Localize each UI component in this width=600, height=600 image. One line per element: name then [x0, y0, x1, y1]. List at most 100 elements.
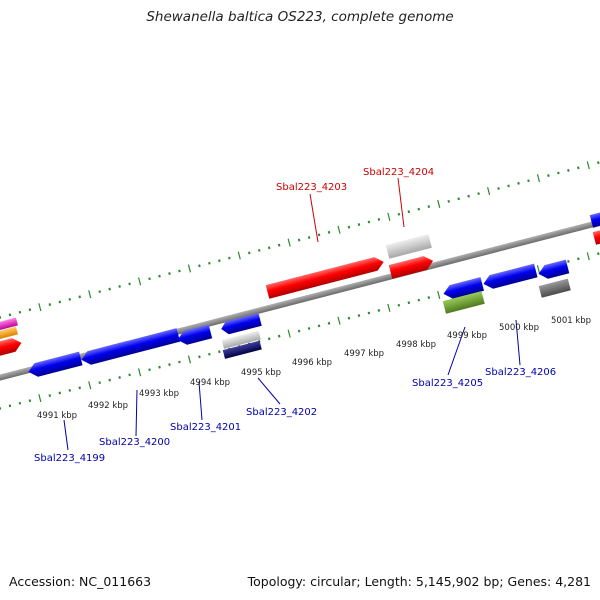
gene-dark-gray [538, 278, 571, 298]
scale-label: 4999 kbp [447, 331, 487, 341]
gene-sbal223-4206[interactable] [482, 263, 538, 291]
minor-tick [257, 248, 261, 252]
minor-tick [208, 352, 211, 356]
minor-tick [557, 171, 560, 175]
minor-tick [417, 298, 421, 302]
gene-sbal223-4200[interactable] [80, 328, 181, 367]
minor-tick [297, 329, 301, 333]
minor-tick [307, 327, 311, 330]
major-tick [487, 187, 491, 196]
minor-tick [58, 391, 62, 395]
minor-tick [427, 205, 431, 208]
scale-label: 4996 kbp [292, 358, 332, 368]
minor-tick [377, 218, 381, 221]
scale-label: 4995 kbp [241, 368, 281, 378]
minor-tick [198, 264, 201, 268]
gene-edge-red-top-right [592, 229, 600, 245]
scale-label: 4992 kbp [88, 401, 128, 411]
minor-tick [297, 238, 301, 242]
minor-tick [597, 252, 600, 256]
major-tick [88, 290, 92, 299]
gene-label-reverse: Sbal223_4206 [485, 367, 556, 378]
major-tick [437, 290, 441, 299]
minor-tick [457, 197, 460, 201]
minor-tick [277, 334, 281, 338]
figure-title: Shewanella baltica OS223, complete genom… [146, 9, 454, 25]
scale-label: 4991 kbp [37, 411, 77, 421]
major-tick [387, 303, 391, 312]
gene-label-forward: Sbal223_4204 [363, 167, 434, 178]
minor-tick [228, 256, 231, 260]
label-connectors [63, 177, 521, 451]
minor-tick [58, 300, 62, 304]
gene-sbal223-4204[interactable] [388, 254, 435, 279]
minor-tick [158, 365, 161, 369]
genome-summary-text: Topology: circular; Length: 5,145,902 bp… [247, 574, 591, 589]
minor-tick [597, 161, 600, 165]
gene-edge-red-left [0, 338, 22, 358]
minor-tick [507, 184, 510, 188]
minor-tick [218, 259, 221, 263]
minor-tick [8, 404, 12, 408]
major-tick [287, 329, 291, 338]
minor-tick [98, 290, 101, 294]
minor-tick [267, 337, 271, 341]
gene-sbal223-4201[interactable] [176, 324, 213, 347]
minor-tick [397, 303, 401, 307]
gene-label-reverse: Sbal223_4202 [246, 407, 317, 418]
minor-tick [108, 378, 111, 382]
minor-tick [18, 310, 22, 314]
gene-edge-orange-left [0, 326, 18, 341]
minor-tick [28, 308, 32, 312]
minor-tick [547, 174, 550, 177]
minor-tick [427, 296, 431, 299]
minor-tick [317, 233, 321, 237]
minor-tick [178, 360, 181, 364]
gene-label-reverse: Sbal223_4201 [170, 422, 241, 433]
minor-tick [377, 309, 381, 312]
accession-text: Accession: NC_011663 [9, 574, 152, 589]
major-tick [88, 381, 92, 390]
major-tick [337, 225, 341, 234]
scale-label: 5001 kbp [551, 316, 591, 326]
gene-label-reverse: Sbal223_4200 [99, 437, 170, 448]
minor-tick [158, 274, 161, 278]
major-tick [187, 264, 192, 273]
minor-tick [168, 363, 171, 366]
minor-tick [307, 236, 311, 239]
minor-tick [18, 401, 22, 405]
minor-tick [68, 297, 72, 301]
minor-tick [267, 246, 271, 250]
minor-tick [8, 313, 12, 317]
minor-tick [477, 192, 480, 196]
gene-navy-lower [222, 340, 262, 359]
gene-edge-blue-top-right [589, 211, 600, 228]
minor-tick [347, 316, 351, 320]
minor-tick [357, 223, 361, 226]
minor-tick [118, 285, 121, 288]
scale-label: 5000 kbp [499, 323, 539, 333]
major-tick [536, 174, 541, 183]
minor-tick [327, 230, 331, 234]
minor-tick [78, 295, 82, 299]
minor-tick [178, 269, 181, 273]
minor-tick [48, 394, 52, 397]
gene-label-reverse: Sbal223_4199 [34, 453, 105, 464]
gene-sbal223-4202[interactable] [221, 330, 261, 349]
gene-sbal223-4205[interactable] [442, 277, 484, 301]
minor-tick [208, 261, 211, 265]
major-tick [137, 368, 142, 377]
minor-tick [397, 212, 401, 216]
minor-tick [218, 350, 221, 354]
scale-labels: 4991 kbp 4992 kbp 4993 kbp 4994 kbp 4995… [37, 316, 591, 421]
minor-tick [527, 179, 530, 183]
major-tick [287, 238, 291, 247]
minor-tick [327, 321, 331, 325]
minor-tick [48, 303, 52, 306]
major-tick [536, 265, 541, 274]
gene-sbal223-4203[interactable] [265, 255, 386, 299]
gene-sbal223-4199[interactable] [27, 351, 83, 379]
gene-label-reverse: Sbal223_4205 [412, 378, 483, 389]
gene-label-forward: Sbal223_4203 [276, 182, 347, 193]
minor-tick [367, 220, 371, 224]
